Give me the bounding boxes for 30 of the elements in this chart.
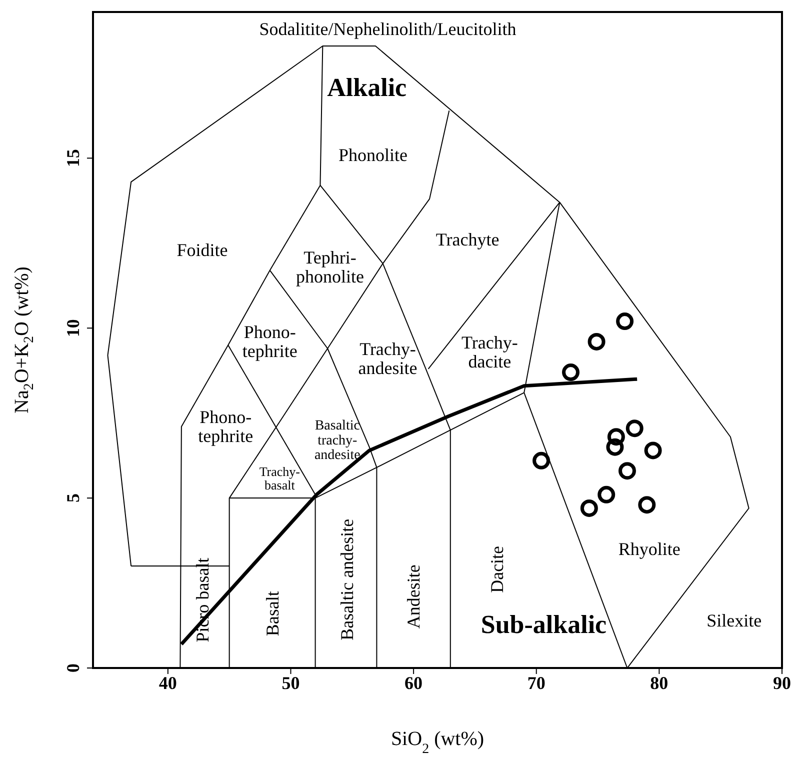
x-tick-label: 90 (773, 672, 791, 693)
x-tick-label: 60 (404, 672, 423, 693)
annotation: Dacite (487, 546, 508, 593)
x-tick-label: 80 (650, 672, 668, 693)
annotation: Trachy- dacite (462, 332, 518, 372)
annotation: Sub-alkalic (480, 609, 607, 638)
annotation: Foidite (176, 240, 228, 260)
x-tick-label: 40 (158, 672, 177, 693)
x-tick-label: 50 (282, 672, 300, 693)
annotation: Trachy- andesite (358, 339, 418, 378)
y-tick-label: 10 (63, 319, 83, 338)
annotation: Phono- tephrite (198, 407, 254, 446)
annotation: Trachy- basalt (259, 463, 300, 492)
annotation: Sodalitite/Nephelinolith/Leucitolith (259, 18, 516, 39)
annotation: Basaltic andesite (337, 518, 358, 640)
annotation: Alkalic (327, 72, 407, 102)
y-tick-label: 5 (63, 494, 83, 503)
annotation: Basalt (262, 591, 282, 636)
annotation: Rhyolite (618, 539, 680, 560)
annotation: Trachyte (436, 230, 500, 250)
y-tick-label: 0 (63, 664, 83, 672)
x-axis-title: SiO$_{2}$ (wt%) (390, 728, 484, 756)
annotation: Basaltic trachy- andesite (314, 418, 360, 462)
annotation: Phono- tephrite (242, 322, 298, 362)
y-tick-label: 15 (63, 149, 83, 168)
annotation: Tephri- phonolite (296, 247, 364, 286)
annotation: Silexite (706, 610, 762, 630)
annotation: Phonolite (338, 144, 408, 165)
x-tick-label: 70 (527, 672, 546, 693)
annotation: Andesite (404, 564, 424, 629)
